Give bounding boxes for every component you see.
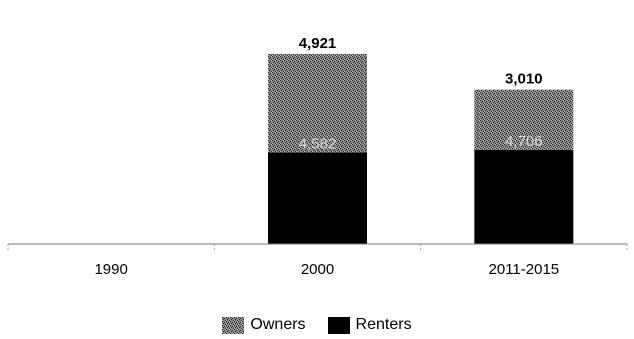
bar-owners-2000 (268, 53, 367, 153)
x-axis: 1990 2000 2011-2015 (7, 243, 628, 278)
bar-owners-2011-2015 (474, 89, 574, 150)
category-label-1990: 1990 (94, 261, 127, 278)
owners-swatch-icon (222, 316, 245, 334)
data-labels-layer: 4,582 4,921 4,706 3,010 (299, 35, 543, 152)
legend-label-renters: Renters (355, 316, 412, 333)
data-label-owners-2011-2015: 3,010 (505, 71, 543, 88)
category-label-2000: 2000 (301, 261, 334, 278)
data-label-renters-2011-2015: 4,706 (505, 133, 543, 150)
legend-item-renters: Renters (327, 316, 412, 334)
category-label-2011-2015: 2011-2015 (489, 261, 560, 278)
renters-swatch-icon (327, 316, 350, 334)
bar-renters-2011-2015 (474, 149, 574, 244)
legend: Owners Renters (0, 316, 634, 334)
legend-label-owners: Owners (250, 316, 306, 333)
data-label-owners-2000: 4,921 (299, 35, 337, 52)
bar-renters-2000 (268, 152, 367, 244)
bars-layer (268, 53, 574, 244)
legend-item-owners: Owners (222, 316, 306, 334)
data-label-renters-2000: 4,582 (299, 135, 337, 152)
